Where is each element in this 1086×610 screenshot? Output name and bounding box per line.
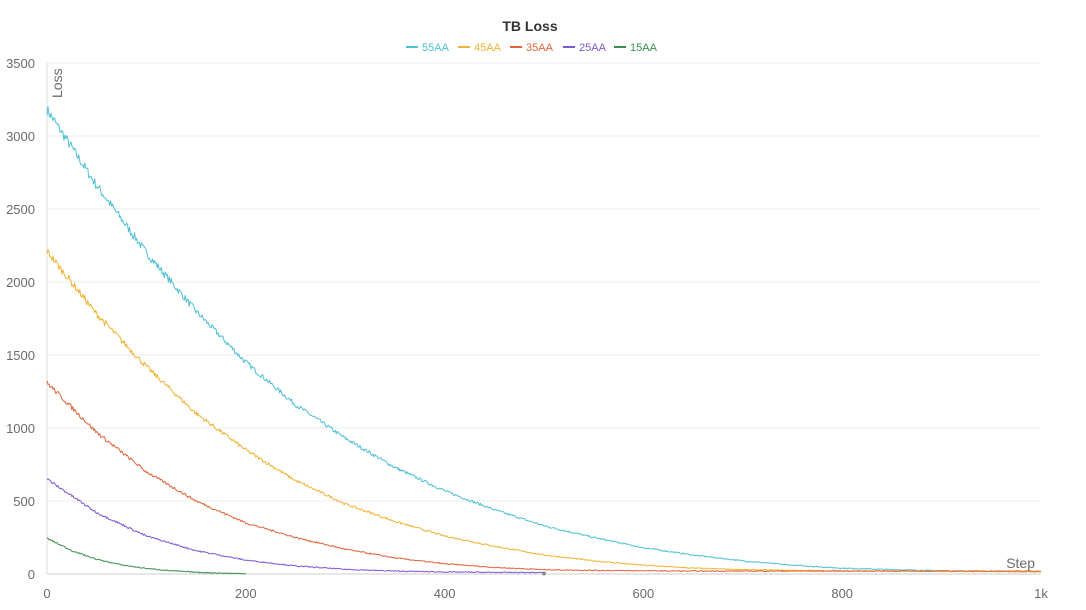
series-line-45AA (46, 249, 1042, 573)
series-line-55AA (46, 106, 1042, 573)
x-tick-label: 400 (434, 586, 456, 601)
y-tick-label: 2000 (6, 275, 35, 290)
series-end-marker (542, 571, 546, 576)
y-tick-label: 1000 (6, 421, 35, 436)
x-tick-label: 200 (235, 586, 257, 601)
series-lines (46, 106, 1042, 576)
legend-label: 25AA (579, 42, 607, 54)
y-tick-label: 0 (28, 567, 35, 582)
legend-label: 15AA (630, 42, 658, 54)
series-line-35AA (46, 380, 1042, 572)
series-line-25AA (46, 478, 545, 574)
legend-item-55AA[interactable]: 55AA (406, 42, 450, 54)
grid (47, 62, 1041, 502)
legend-item-35AA[interactable]: 35AA (510, 42, 554, 54)
chart-title: TB Loss (502, 18, 557, 34)
y-tick-label: 500 (13, 494, 35, 509)
axes: 0 500 1000 1500 2000 2500 3000 3500 0 200 400 600 80… (6, 56, 1048, 601)
y-tick-label: 1500 (6, 348, 35, 363)
legend-label: 55AA (422, 42, 450, 54)
y-axis-title: Loss (49, 68, 65, 98)
x-tick-label: 1k (1034, 586, 1048, 601)
series-line-15AA (46, 537, 246, 575)
legend-label: 35AA (526, 42, 554, 54)
y-tick-label: 3000 (6, 129, 35, 144)
legend-item-45AA[interactable]: 45AA (458, 42, 502, 54)
x-tick-label: 600 (633, 586, 655, 601)
y-tick-label: 3500 (6, 56, 35, 71)
y-tick-label: 2500 (6, 202, 35, 217)
legend: 55AA 45AA 35AA 25AA 15AA (406, 42, 658, 54)
x-tick-label: 0 (43, 586, 50, 601)
x-tick-label: 800 (831, 586, 853, 601)
legend-label: 45AA (474, 42, 502, 54)
legend-item-25AA[interactable]: 25AA (563, 42, 607, 54)
x-axis-title: Step (1006, 555, 1035, 571)
legend-item-15AA[interactable]: 15AA (614, 42, 658, 54)
